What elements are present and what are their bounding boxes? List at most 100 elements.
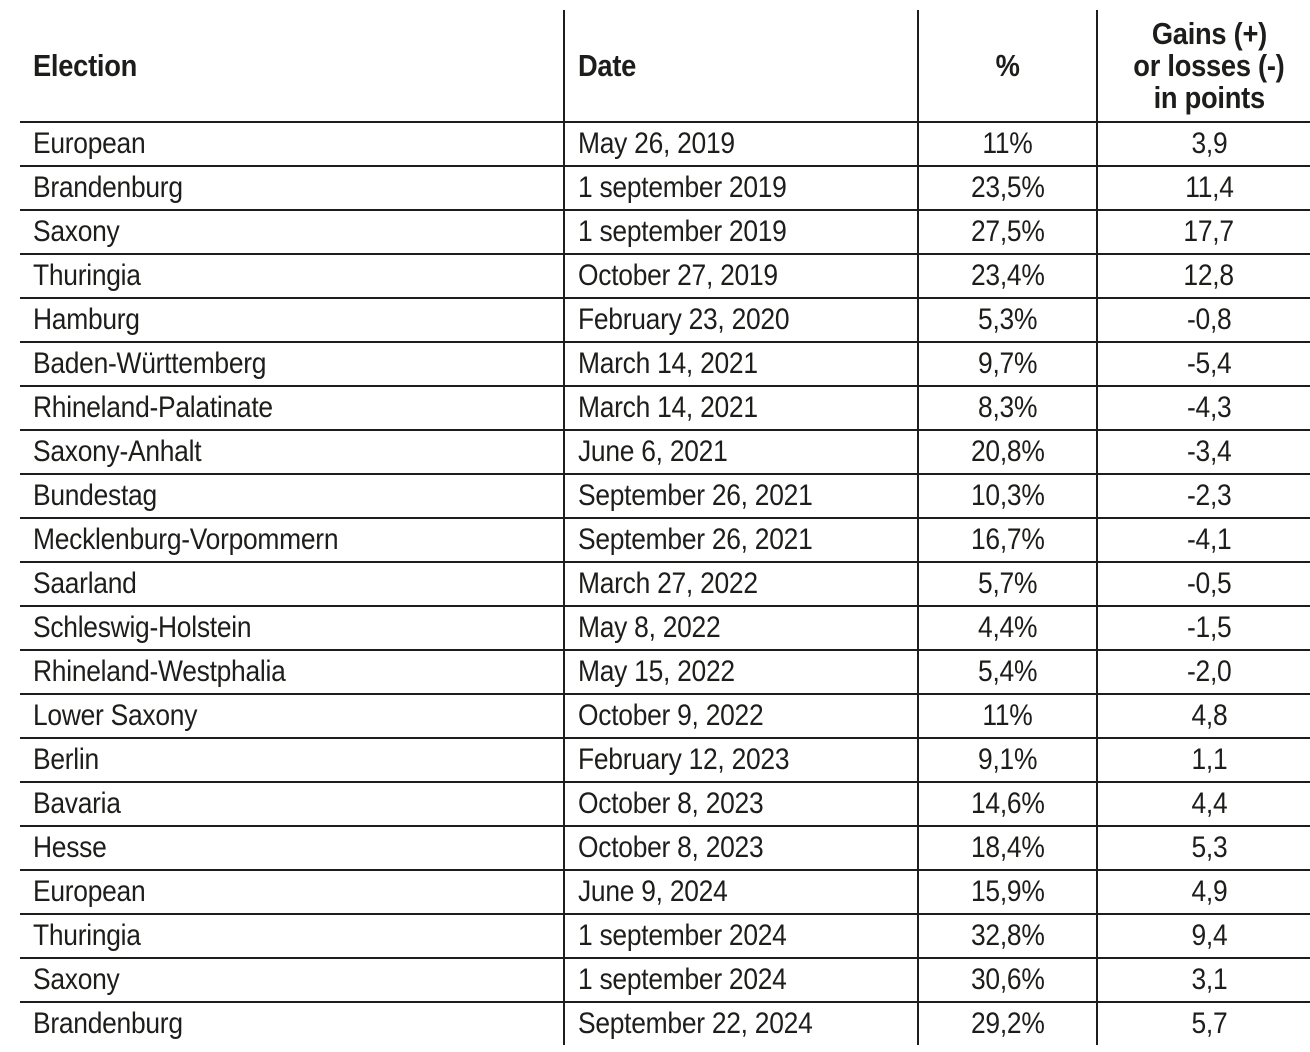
cell-date-text: 1 september 2019	[578, 171, 787, 204]
cell-election-text: Saxony	[33, 215, 120, 248]
cell-date-text: September 22, 2024	[578, 1007, 813, 1040]
cell-percent-text: 9,1%	[977, 743, 1038, 776]
cell-gains-text: 9,4	[1191, 919, 1227, 952]
cell-gains: 5,7	[1096, 1002, 1310, 1045]
header-date-label: Date	[578, 47, 637, 83]
cell-election: Brandenburg	[20, 1002, 564, 1045]
cell-date-text: October 27, 2019	[578, 259, 778, 292]
cell-election-text: Baden-Württemberg	[33, 347, 267, 380]
cell-date-text: September 26, 2021	[578, 523, 813, 556]
table-row: Thuringia 1 september 2024 32,8% 9,4	[20, 914, 1310, 959]
cell-date-text: 1 september 2019	[578, 215, 787, 248]
cell-date: May 8, 2022	[563, 606, 918, 651]
table-row: Bavaria October 8, 2023 14,6% 4,4	[20, 782, 1310, 827]
table-body: European May 26, 2019 11% 3,9 Brandenburg 1 s…	[20, 122, 1310, 1045]
cell-election: Brandenburg	[20, 166, 564, 211]
header-gains-line-2: or losses (-)	[1098, 47, 1310, 83]
cell-election: European	[20, 122, 564, 167]
cell-date-text: May 15, 2022	[578, 655, 735, 688]
cell-gains-text: -0,5	[1186, 567, 1232, 600]
cell-date: October 27, 2019	[563, 254, 918, 299]
cell-date: September 26, 2021	[563, 474, 918, 519]
cell-percent-text: 29,2%	[970, 1007, 1045, 1040]
cell-election-text: Saxony-Anhalt	[33, 435, 202, 468]
header-percent-label: %	[995, 47, 1020, 83]
cell-gains-text: 17,7	[1183, 215, 1235, 248]
header-date: Date	[563, 10, 918, 123]
header-gains-line-2-text: or losses (-)	[1133, 47, 1285, 83]
table-row: Brandenburg September 22, 2024 29,2% 5,7	[20, 1002, 1310, 1045]
cell-percent-text: 16,7%	[970, 523, 1045, 556]
cell-date-text: February 12, 2023	[578, 743, 790, 776]
table-row: Hesse October 8, 2023 18,4% 5,3	[20, 826, 1310, 871]
cell-election-text: Bundestag	[33, 479, 157, 512]
table-row: Rhineland-Westphalia May 15, 2022 5,4% -2,0	[20, 650, 1310, 695]
cell-percent-text: 9,7%	[977, 347, 1038, 380]
cell-gains-text: -3,4	[1186, 435, 1232, 468]
cell-date-text: May 8, 2022	[578, 611, 721, 644]
cell-date-text: March 14, 2021	[578, 347, 758, 380]
cell-election: Hamburg	[20, 298, 564, 343]
cell-election-text: Schleswig-Holstein	[33, 611, 252, 644]
cell-percent-text: 30,6%	[970, 963, 1045, 996]
cell-date: May 15, 2022	[563, 650, 918, 695]
cell-percent-text: 5,7%	[977, 567, 1038, 600]
cell-gains: -1,5	[1096, 606, 1310, 651]
cell-election: Rhineland-Palatinate	[20, 386, 564, 431]
cell-date: 1 september 2019	[563, 210, 918, 255]
header-percent: %	[917, 10, 1097, 123]
cell-election-text: Lower Saxony	[33, 699, 198, 732]
cell-date: March 27, 2022	[563, 562, 918, 607]
cell-percent: 9,7%	[917, 342, 1097, 387]
cell-percent: 20,8%	[917, 430, 1097, 475]
cell-date: June 6, 2021	[563, 430, 918, 475]
cell-gains-text: 3,9	[1191, 127, 1227, 160]
cell-election: Lower Saxony	[20, 694, 564, 739]
cell-gains-text: -4,1	[1186, 523, 1232, 556]
table-row: Rhineland-Palatinate March 14, 2021 8,3% -4…	[20, 386, 1310, 431]
cell-percent: 32,8%	[917, 914, 1097, 959]
cell-percent: 8,3%	[917, 386, 1097, 431]
cell-gains: 5,3	[1096, 826, 1310, 871]
cell-date-text: 1 september 2024	[578, 963, 787, 996]
cell-election: Saxony	[20, 210, 564, 255]
cell-election-text: Saxony	[33, 963, 120, 996]
cell-election-text: European	[33, 127, 146, 160]
cell-gains: 11,4	[1096, 166, 1310, 211]
cell-gains-text: 4,8	[1191, 699, 1227, 732]
cell-percent: 23,5%	[917, 166, 1097, 211]
cell-percent-text: 15,9%	[970, 875, 1045, 908]
table-row: Hamburg February 23, 2020 5,3% -0,8	[20, 298, 1310, 343]
cell-election: Hesse	[20, 826, 564, 871]
cell-election: Saarland	[20, 562, 564, 607]
header-election-label: Election	[33, 47, 138, 83]
table-row: Saxony 1 september 2024 30,6% 3,1	[20, 958, 1310, 1003]
table-row: Saxony 1 september 2019 27,5% 17,7	[20, 210, 1310, 255]
cell-percent: 5,4%	[917, 650, 1097, 695]
cell-gains-text: 4,9	[1191, 875, 1227, 908]
cell-percent: 27,5%	[917, 210, 1097, 255]
cell-date: February 23, 2020	[563, 298, 918, 343]
table-row: Berlin February 12, 2023 9,1% 1,1	[20, 738, 1310, 783]
cell-election-text: Hamburg	[33, 303, 140, 336]
table-row: European May 26, 2019 11% 3,9	[20, 122, 1310, 167]
header-gains-line-3: in points	[1098, 81, 1310, 114]
cell-date-text: June 6, 2021	[578, 435, 728, 468]
header-gains-line-1-text: Gains (+)	[1151, 15, 1267, 51]
cell-percent-text: 23,5%	[970, 171, 1045, 204]
header-row: Election Date % Gains (+) or losses (-) …	[20, 10, 1310, 123]
cell-election-text: Thuringia	[33, 919, 141, 952]
cell-gains: 17,7	[1096, 210, 1310, 255]
cell-percent-text: 23,4%	[970, 259, 1045, 292]
header-gains: Gains (+) or losses (-) in points	[1096, 10, 1310, 123]
cell-percent-text: 11%	[982, 699, 1033, 732]
cell-gains: -2,3	[1096, 474, 1310, 519]
cell-gains: 12,8	[1096, 254, 1310, 299]
cell-election: Thuringia	[20, 914, 564, 959]
table-row: Bundestag September 26, 2021 10,3% -2,3	[20, 474, 1310, 519]
cell-percent-text: 20,8%	[970, 435, 1045, 468]
cell-percent-text: 14,6%	[970, 787, 1045, 820]
cell-gains-text: -1,5	[1186, 611, 1232, 644]
cell-election: Berlin	[20, 738, 564, 783]
cell-election-text: Rhineland-Palatinate	[33, 391, 273, 424]
